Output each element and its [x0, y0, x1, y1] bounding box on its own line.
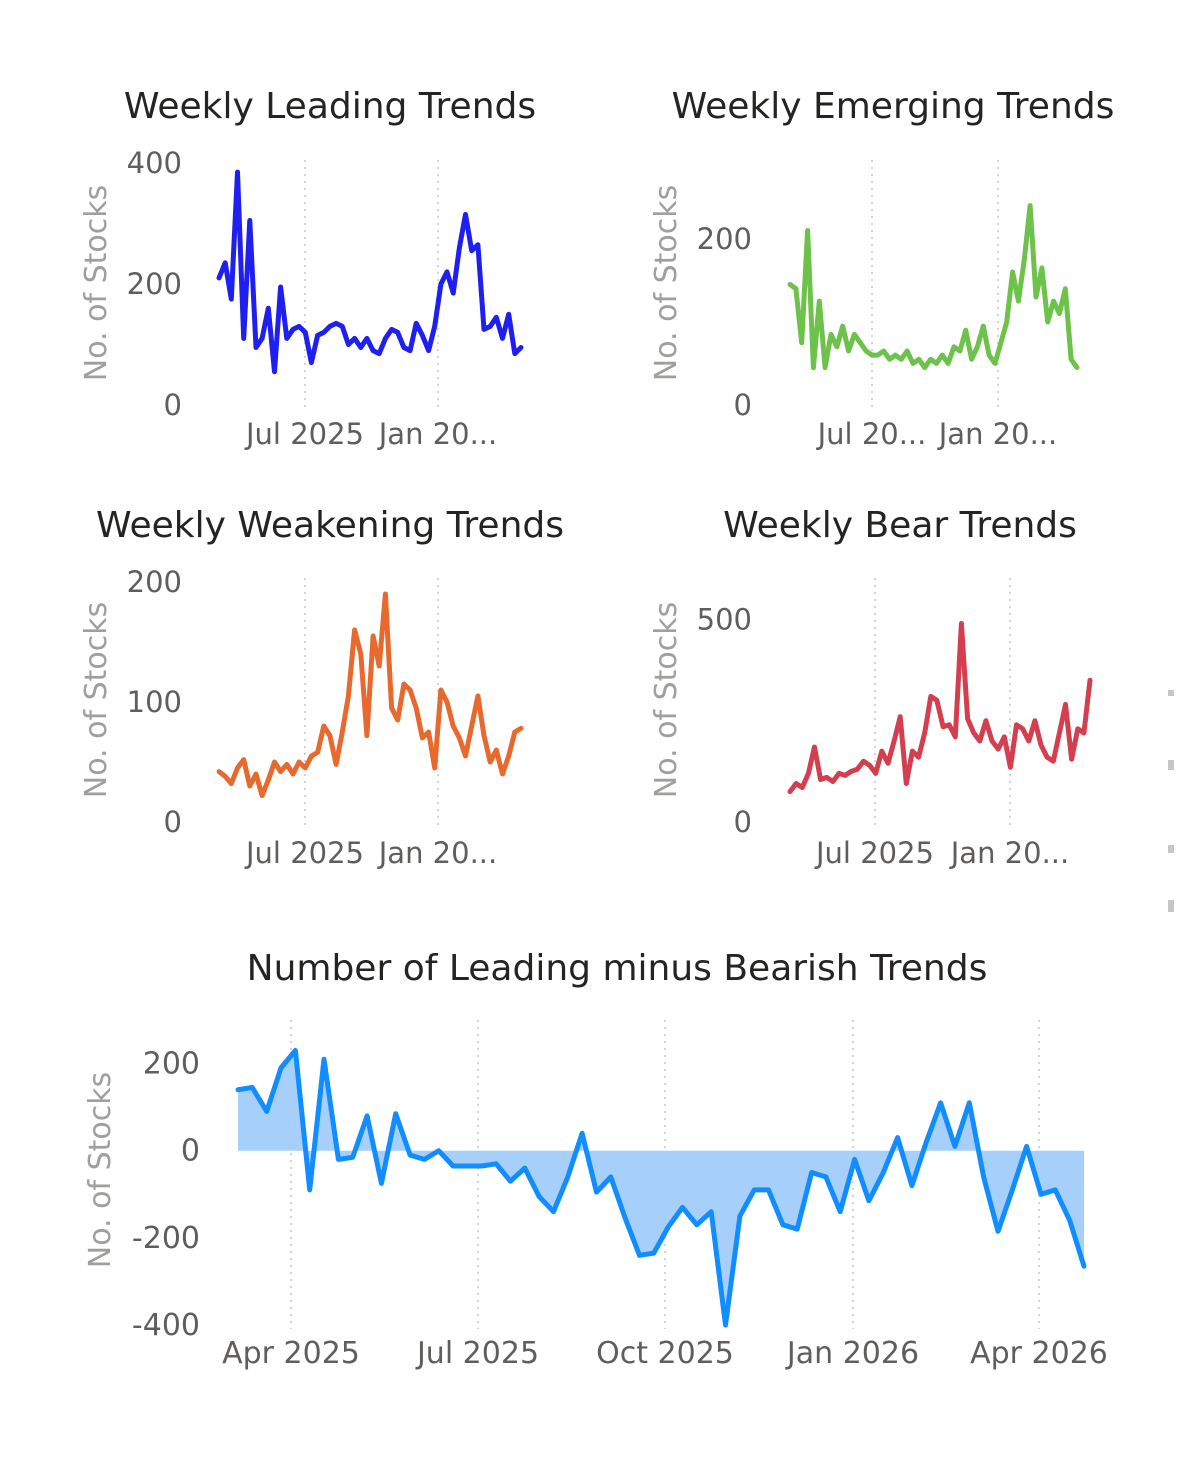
- series-line[interactable]: [787, 621, 1093, 795]
- chart-weakening[interactable]: Weekly Weakening Trends No. of Stocks 0 1…: [79, 505, 564, 870]
- y-tick-label: -200: [132, 1221, 200, 1256]
- y-tick-label: 200: [143, 1047, 200, 1082]
- x-tick-label: Jan 2026: [785, 1336, 919, 1371]
- y-tick-label: 100: [127, 685, 182, 719]
- chart-title: Weekly Emerging Trends: [672, 86, 1115, 127]
- y-tick-label: 200: [127, 565, 182, 599]
- y-axis-label: No. of Stocks: [649, 602, 684, 798]
- x-tick-label: Jan 20...: [949, 836, 1069, 870]
- y-axis-label: No. of Stocks: [79, 602, 114, 798]
- y-tick-label: 200: [127, 267, 182, 301]
- chart-title: Number of Leading minus Bearish Trends: [247, 948, 988, 989]
- y-tick-label: 200: [697, 222, 752, 256]
- chart-title: Weekly Bear Trends: [723, 505, 1077, 546]
- x-tick-label: Oct 2025: [596, 1336, 734, 1371]
- y-tick-label: 400: [127, 146, 182, 180]
- chart-leading[interactable]: Weekly Leading Trends No. of Stocks 0 200…: [79, 86, 536, 451]
- y-axis-label: No. of Stocks: [649, 185, 684, 381]
- series-line[interactable]: [216, 169, 524, 375]
- y-tick-label: 0: [164, 805, 182, 839]
- y-axis-label: No. of Stocks: [83, 1072, 118, 1268]
- y-tick-label: 0: [164, 388, 182, 422]
- y-tick-label: 0: [734, 388, 752, 422]
- x-tick-label: Jan 20...: [377, 417, 497, 451]
- cropped-adjacent-visual-edge: [1168, 690, 1174, 912]
- chart-title: Weekly Leading Trends: [124, 86, 536, 127]
- chart-emerging[interactable]: Weekly Emerging Trends No. of Stocks 0 20…: [649, 86, 1114, 451]
- cropped-mark: [1168, 760, 1174, 770]
- cropped-mark: [1168, 900, 1174, 912]
- y-tick-label: 0: [734, 805, 752, 839]
- series-area-fill: [238, 1050, 1084, 1325]
- x-tick-label: Jul 2025: [244, 417, 364, 451]
- x-tick-label: Jan 20...: [937, 417, 1057, 451]
- series-line[interactable]: [216, 591, 524, 799]
- x-tick-label: Apr 2026: [970, 1336, 1108, 1371]
- y-tick-label: 500: [697, 602, 752, 636]
- x-tick-label: Apr 2025: [222, 1336, 360, 1371]
- x-tick-label: Jul 20...: [816, 417, 927, 451]
- x-tick-label: Jul 2025: [244, 836, 364, 870]
- x-tick-label: Jul 2025: [814, 836, 934, 870]
- series-line[interactable]: [787, 203, 1080, 371]
- chart-net-leading-minus-bearish[interactable]: Number of Leading minus Bearish Trends N…: [83, 948, 1108, 1371]
- series-line[interactable]: [235, 1048, 1087, 1328]
- cropped-mark: [1168, 845, 1174, 853]
- y-tick-label: 0: [181, 1134, 200, 1169]
- cropped-mark: [1168, 690, 1174, 696]
- x-tick-label: Jul 2025: [415, 1336, 539, 1371]
- chart-title: Weekly Weakening Trends: [96, 505, 564, 546]
- y-tick-label: -400: [132, 1308, 200, 1343]
- y-axis-label: No. of Stocks: [79, 185, 114, 381]
- chart-bear[interactable]: Weekly Bear Trends No. of Stocks 0 500 Jul…: [649, 505, 1093, 870]
- x-tick-label: Jan 20...: [377, 836, 497, 870]
